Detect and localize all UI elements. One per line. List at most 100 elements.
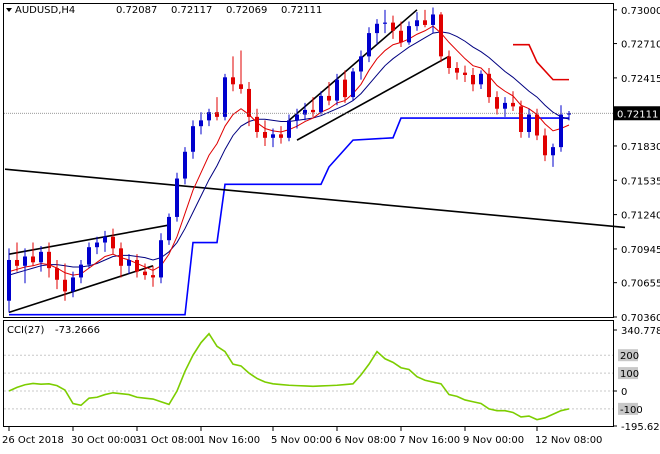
- bear-candle: [247, 81, 251, 127]
- candle-body: [23, 256, 27, 266]
- bull-candle: [383, 9, 387, 34]
- bull-candle: [367, 27, 371, 63]
- candle-body: [359, 56, 363, 72]
- time-tick-label: 1 Nov 16:00: [199, 435, 260, 446]
- candle-body: [79, 264, 83, 278]
- cci-tick-label: -100: [620, 405, 643, 416]
- trendline: [4, 168, 626, 229]
- bull-candle: [79, 259, 83, 284]
- cci-level-tag: [618, 349, 638, 362]
- candle-body: [527, 114, 531, 132]
- candle-body: [143, 271, 147, 276]
- time-tick-label: 12 Nov 08:00: [535, 435, 602, 446]
- candle-body: [167, 216, 171, 241]
- candle-body: [263, 131, 267, 138]
- time-tick-label: 5 Nov 00:00: [271, 435, 332, 446]
- trendline: [296, 55, 450, 141]
- ohlc-close: 0.72111: [281, 5, 322, 16]
- bull-candle: [407, 21, 411, 45]
- bear-candle: [15, 242, 19, 272]
- bull-candle: [95, 236, 99, 255]
- bull-candle: [287, 114, 291, 142]
- cci-tick-label: 0: [621, 387, 627, 398]
- bull-candle: [415, 12, 419, 31]
- bull-candle: [183, 147, 187, 185]
- bear-candle: [55, 259, 59, 290]
- cci-line: [8, 332, 570, 421]
- bull-candle: [295, 108, 299, 129]
- candle-body: [319, 95, 323, 113]
- bull-candle: [7, 248, 11, 313]
- bear-candle: [279, 126, 283, 144]
- candle-body: [295, 114, 299, 121]
- candle-body: [247, 88, 251, 117]
- bull-candle: [167, 213, 171, 245]
- candle-body: [127, 259, 131, 266]
- candle-body: [311, 109, 315, 113]
- bear-candle: [423, 9, 427, 28]
- bear-candle: [327, 81, 331, 106]
- current-price-tag: [614, 106, 660, 121]
- candle-body: [423, 20, 427, 25]
- candle-body: [15, 259, 19, 266]
- candle-body: [239, 84, 243, 89]
- bear-candle: [439, 12, 443, 63]
- bull-candle: [23, 248, 27, 284]
- candle-body: [455, 67, 459, 73]
- ohlc-open: 0.72087: [116, 5, 157, 16]
- candle-body: [367, 33, 371, 57]
- bull-candle: [87, 242, 91, 269]
- bull-candle: [359, 50, 363, 80]
- candle-body: [55, 268, 59, 280]
- ma-fast-line: [8, 25, 570, 276]
- candle-body: [343, 79, 347, 98]
- candle-body: [303, 109, 307, 115]
- price-tick-label: 0.71240: [621, 211, 660, 222]
- candle-body: [487, 73, 491, 98]
- trendline: [8, 224, 170, 255]
- cci-level-tag: [618, 402, 638, 415]
- resistance-line: [513, 43, 569, 81]
- time-tick-label: 26 Oct 2018: [2, 435, 64, 446]
- cci-indicator-value: -73.2666: [55, 325, 100, 336]
- current-price-tag-label: 0.72111: [617, 109, 658, 120]
- bear-candle: [391, 15, 395, 39]
- triangle-down-icon[interactable]: [6, 8, 12, 12]
- candle-body: [231, 77, 235, 85]
- candle-body: [495, 97, 499, 109]
- bull-candle: [351, 67, 355, 101]
- bear-candle: [111, 228, 115, 255]
- cci-plot: [4, 332, 613, 421]
- candle-body: [199, 120, 203, 127]
- candle-body: [103, 236, 107, 243]
- candle-body: [551, 147, 555, 156]
- bull-candle: [479, 70, 483, 89]
- bear-candle: [143, 263, 147, 280]
- candle-body: [415, 20, 419, 27]
- candle-body: [39, 251, 43, 263]
- candle-body: [215, 112, 219, 117]
- candle-body: [375, 23, 379, 34]
- candle-body: [191, 126, 195, 152]
- candle-body: [471, 74, 475, 85]
- candle-body: [567, 113, 571, 115]
- cci-level-tag: [618, 367, 638, 380]
- candle-body: [327, 95, 331, 101]
- bull-candle: [335, 73, 339, 106]
- bear-candle: [239, 50, 243, 94]
- bull-candle: [207, 108, 211, 127]
- bull-candle: [431, 7, 435, 34]
- candle-body: [175, 178, 179, 217]
- bull-candle: [103, 230, 107, 252]
- candle-body: [479, 73, 483, 85]
- bear-candle: [455, 62, 459, 80]
- candle-body: [255, 116, 259, 132]
- bear-candle: [31, 242, 35, 266]
- bear-candle: [135, 254, 139, 278]
- time-tick-label: 30 Oct 00:00: [71, 435, 136, 446]
- price-tick-label: 0.70945: [621, 245, 660, 256]
- cci-pane-frame: [3, 320, 614, 427]
- candle-body: [407, 26, 411, 43]
